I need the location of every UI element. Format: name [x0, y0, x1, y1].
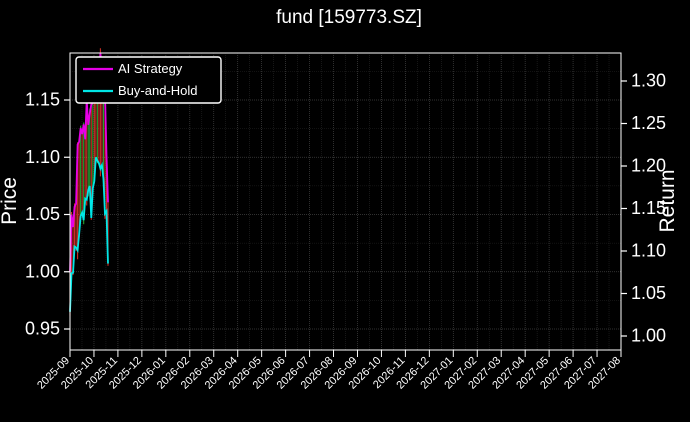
svg-text:1.05: 1.05 — [25, 204, 60, 224]
svg-text:1.05: 1.05 — [631, 283, 666, 303]
svg-text:0.95: 0.95 — [25, 319, 60, 339]
svg-text:1.10: 1.10 — [25, 147, 60, 167]
svg-text:Buy-and-Hold: Buy-and-Hold — [118, 83, 198, 98]
svg-text:1.30: 1.30 — [631, 71, 666, 91]
svg-text:1.25: 1.25 — [631, 113, 666, 133]
svg-text:1.00: 1.00 — [25, 261, 60, 281]
svg-text:1.00: 1.00 — [631, 326, 666, 346]
svg-text:AI Strategy: AI Strategy — [118, 61, 183, 76]
svg-text:Return: Return — [656, 169, 679, 232]
svg-text:1.15: 1.15 — [25, 90, 60, 110]
svg-text:Price: Price — [0, 177, 21, 225]
svg-text:1.10: 1.10 — [631, 241, 666, 261]
svg-text:fund [159773.SZ]: fund [159773.SZ] — [276, 7, 422, 28]
